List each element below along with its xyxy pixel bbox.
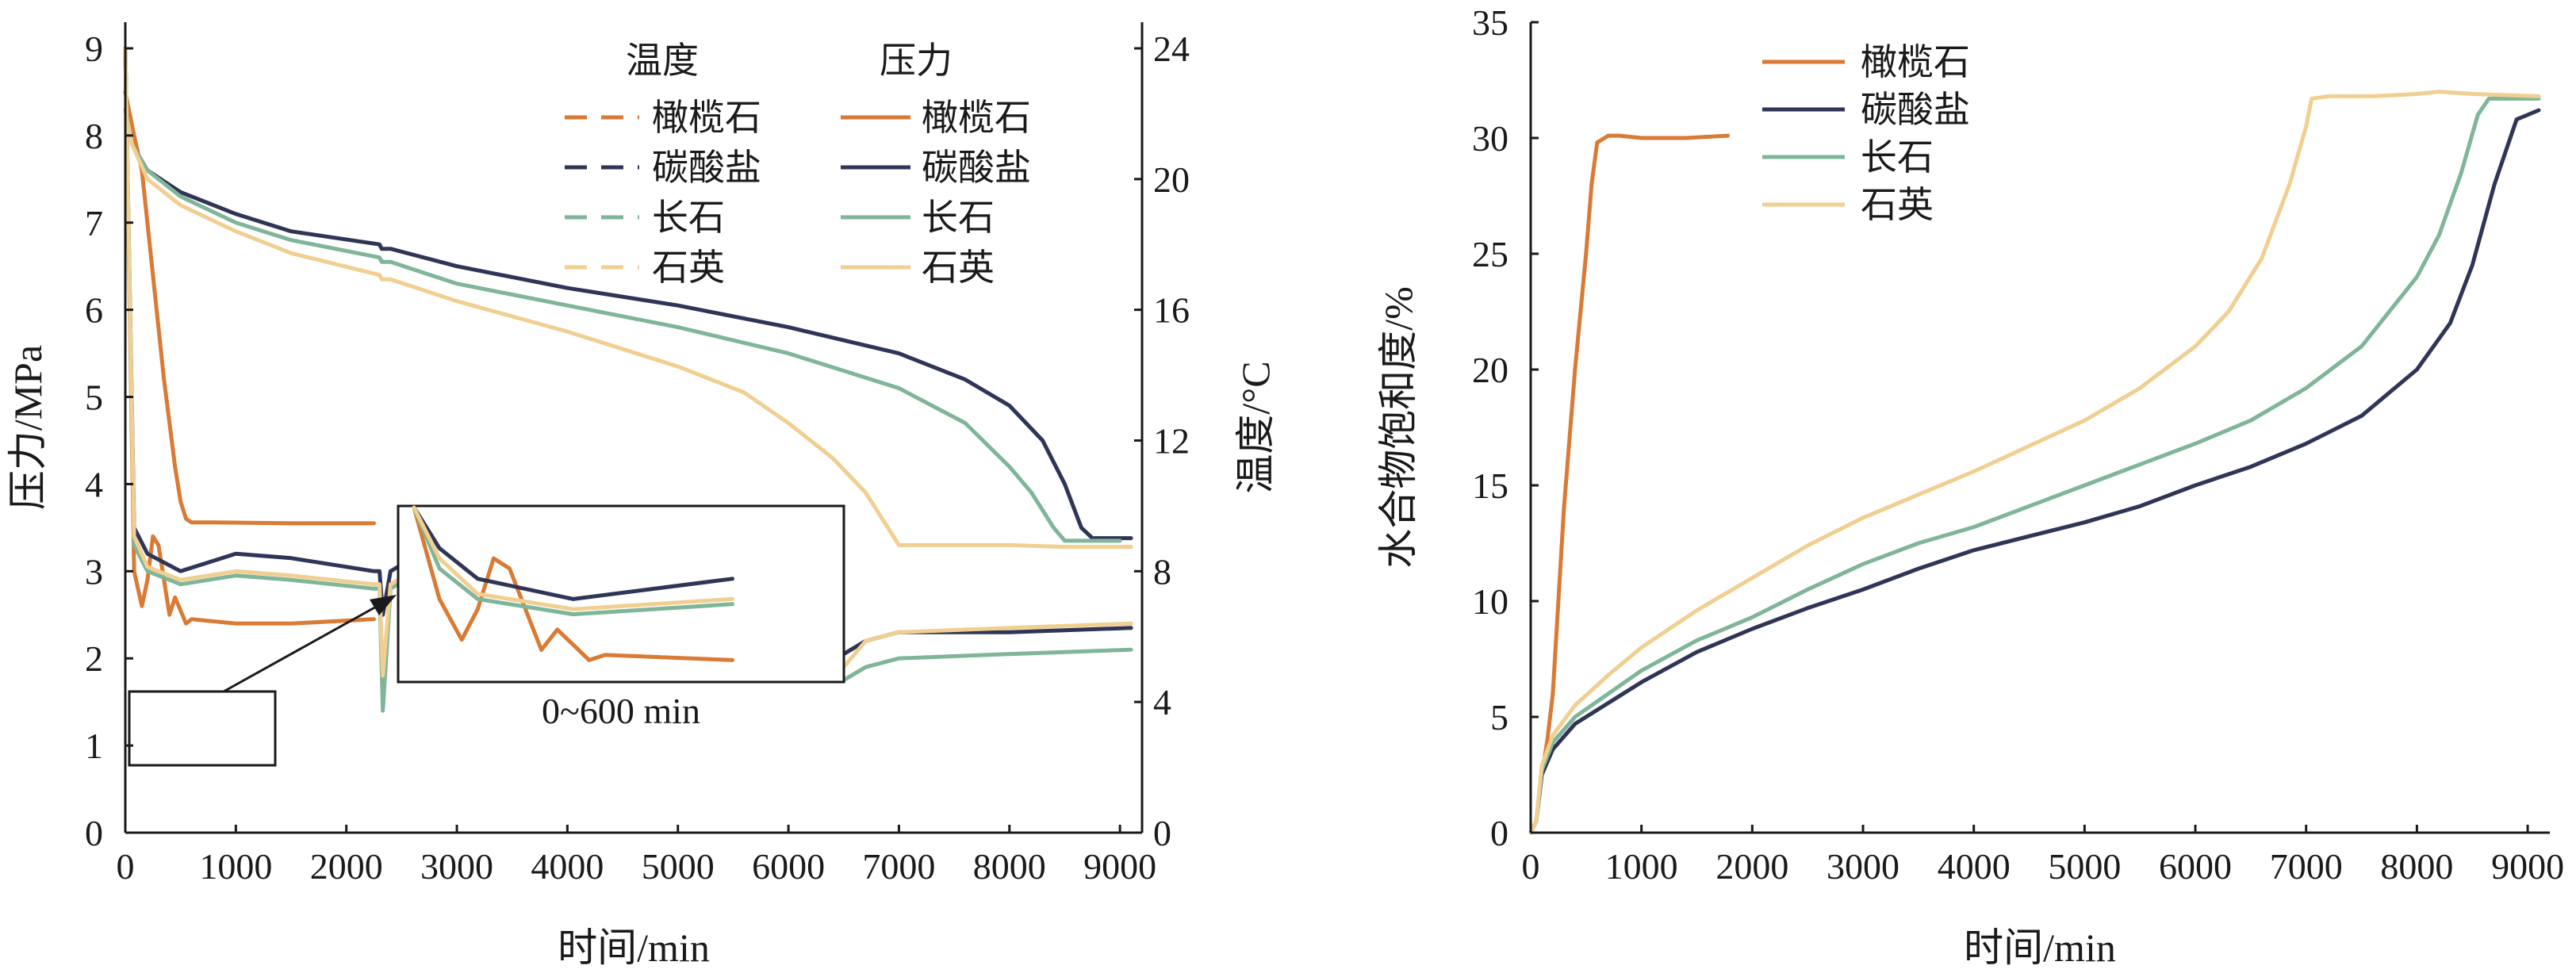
right-chart-x-ticks: 0 1000 2000 3000 4000 5000 6000 7000 8000 9000 (1522, 825, 2564, 887)
inset-zoom: 0~600 min (128, 504, 845, 767)
left-y-tick-label: 0 (85, 813, 103, 853)
left-y-tick-label: 2 (85, 638, 103, 679)
left-y-tick-label: 9 (85, 29, 103, 69)
series-line-pressure-2 (123, 107, 1122, 543)
left-x-tick-label: 7000 (862, 846, 935, 887)
saturation-series-line-1 (1528, 108, 2541, 835)
legend-label-pressure-2: 长石 (922, 197, 995, 238)
legend-label-temperature-0: 橄榄石 (652, 98, 761, 138)
right-chart-y-tick-label: 30 (1472, 118, 1508, 159)
right-y-axis-title: 温度/°C (1233, 361, 1278, 493)
series-line-pressure-1 (123, 107, 1133, 541)
right-chart-y-axis-title: 水合物饱和度/% (1376, 286, 1420, 569)
left-y-tick-label: 4 (85, 464, 103, 504)
right-y-tick-label: 24 (1153, 29, 1190, 69)
right-legend-label-0: 橄榄石 (1861, 42, 1970, 82)
right-chart-x-tick-label: 6000 (2159, 846, 2232, 887)
left-x-tick-label: 0 (117, 846, 135, 887)
right-chart-y-tick-label: 5 (1490, 697, 1508, 738)
right-legend-label-1: 碳酸盐 (1861, 90, 1970, 130)
legend-group-title-temperature: 温度 (626, 40, 699, 81)
right-chart-y-tick-label: 35 (1472, 2, 1508, 43)
right-chart-x-tick-label: 7000 (2270, 846, 2343, 887)
left-x-tick-label: 3000 (420, 846, 493, 887)
inset-arrow-line (223, 603, 380, 693)
inset-series-layer (412, 505, 734, 662)
left-chart: 0 1000 2000 3000 4000 5000 6000 7000 8000 9000 0 1… (6, 22, 1278, 970)
left-x-tick-label: 4000 (531, 846, 604, 887)
left-x-tick-label: 5000 (642, 846, 715, 887)
series-line-temperature-4 (123, 46, 376, 626)
inset-arrow-head (370, 595, 397, 615)
right-series-layer (1528, 90, 2541, 835)
right-chart-y-tick-label: 10 (1472, 581, 1508, 622)
right-chart-x-tick-label: 0 (1522, 846, 1540, 887)
right-legend-label-2: 长石 (1861, 137, 1934, 178)
left-x-axis-title: 时间/min (558, 925, 710, 970)
left-y-tick-label: 7 (85, 203, 103, 243)
left-x-tick-label: 2000 (310, 846, 383, 887)
inset-source-box (128, 690, 277, 767)
right-chart-y-tick-label: 0 (1490, 813, 1508, 853)
inset-label: 0~600 min (542, 691, 700, 731)
series-line-pressure-0 (123, 90, 376, 526)
right-chart-x-tick-label: 8000 (2380, 846, 2453, 887)
right-chart-y-ticks: 0 5 10 15 20 25 30 35 (1472, 2, 1539, 853)
legend-label-pressure-3: 石英 (922, 247, 995, 288)
left-y-tick-label: 1 (85, 726, 103, 766)
legend-label-temperature-3: 石英 (652, 247, 725, 288)
right-legend-label-3: 石英 (1861, 185, 1934, 225)
left-x-tick-label: 1000 (199, 846, 272, 887)
right-chart: 0 1000 2000 3000 4000 5000 6000 7000 8000 9000 0 5… (1376, 2, 2564, 970)
right-chart-x-tick-label: 9000 (2491, 846, 2564, 887)
left-y-tick-label: 3 (85, 551, 103, 592)
right-chart-y-tick-label: 15 (1472, 466, 1508, 506)
right-y-tick-label: 4 (1153, 682, 1171, 722)
saturation-series-line-2 (1528, 96, 2541, 835)
left-y-ticks: 0 1 2 3 4 5 6 7 8 9 (85, 29, 133, 853)
left-x-tick-label: 9000 (1083, 846, 1156, 887)
left-y-tick-label: 6 (85, 290, 103, 331)
left-y-tick-label: 5 (85, 377, 103, 418)
right-y-tick-label: 16 (1153, 290, 1190, 331)
inset-series-line-1 (412, 505, 734, 601)
series-line-pressure-3 (123, 107, 1133, 550)
left-x-ticks: 0 1000 2000 3000 4000 5000 6000 7000 8000 9000 (117, 825, 1156, 887)
left-y-tick-label: 8 (85, 116, 103, 156)
left-x-tick-label: 8000 (973, 846, 1046, 887)
right-chart-x-tick-label: 5000 (2048, 846, 2121, 887)
right-chart-x-tick-label: 1000 (1605, 846, 1678, 887)
right-y-tick-label: 12 (1153, 420, 1190, 461)
right-chart-x-tick-label: 2000 (1715, 846, 1788, 887)
inset-series-line-3 (412, 505, 734, 611)
inset-series-line-0 (412, 505, 734, 662)
right-y-tick-label: 8 (1153, 551, 1171, 592)
saturation-series-line-3 (1528, 90, 2541, 835)
legend-group-title-pressure: 压力 (880, 40, 953, 81)
right-y-ticks: 0 4 8 12 16 20 24 (1134, 29, 1190, 853)
right-chart-x-axis-title: 时间/min (1964, 925, 2116, 970)
left-x-tick-label: 6000 (752, 846, 825, 887)
right-chart-y-tick-label: 20 (1472, 350, 1508, 390)
legend-label-temperature-2: 长石 (652, 197, 725, 238)
inset-series-line-2 (412, 505, 734, 617)
left-y-axis-title: 压力/MPa (6, 345, 50, 510)
legend-label-pressure-0: 橄榄石 (922, 98, 1031, 138)
legend-label-temperature-1: 碳酸盐 (652, 148, 761, 188)
legend-label-pressure-1: 碳酸盐 (922, 148, 1031, 188)
right-y-tick-label: 0 (1153, 813, 1171, 853)
right-chart-x-tick-label: 3000 (1827, 846, 1899, 887)
right-chart-y-tick-label: 25 (1472, 234, 1508, 274)
right-y-tick-label: 20 (1153, 159, 1190, 200)
right-chart-x-tick-label: 4000 (1938, 846, 2011, 887)
